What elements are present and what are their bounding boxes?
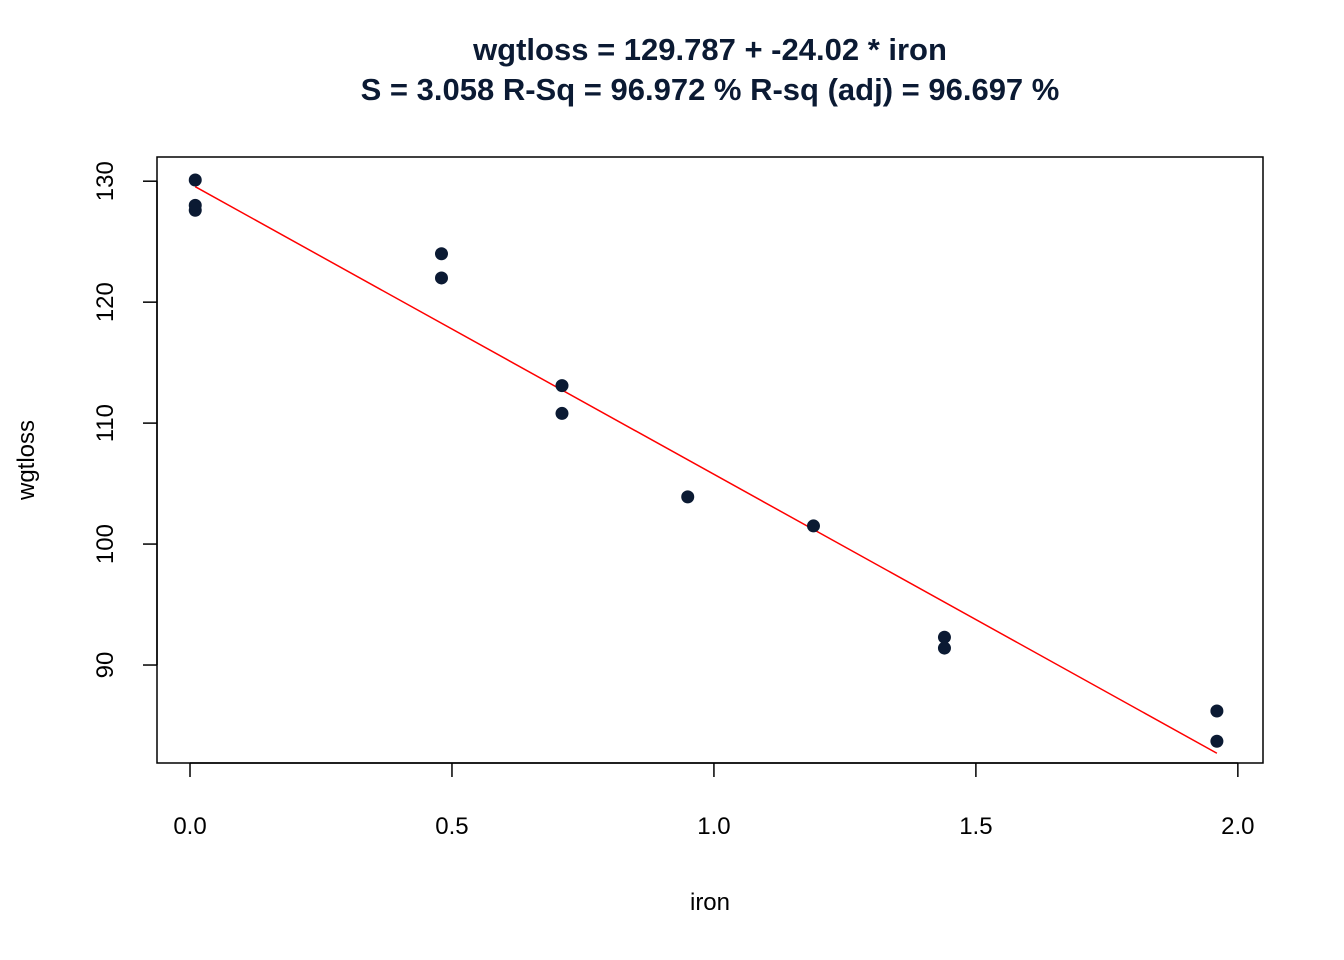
data-point xyxy=(1210,704,1224,718)
data-point xyxy=(937,630,951,644)
data-point xyxy=(806,519,820,533)
chart-title: wgtloss = 129.787 + -24.02 * iron xyxy=(472,32,947,67)
chart-subtitle: S = 3.058 R-Sq = 96.972 % R-sq (adj) = 9… xyxy=(361,72,1060,107)
y-tick-label: 100 xyxy=(92,524,119,564)
data-point xyxy=(434,271,448,285)
y-axis-label: wgtloss xyxy=(13,420,40,501)
x-tick-label: 0.0 xyxy=(173,813,206,840)
y-tick-label: 130 xyxy=(92,161,119,201)
x-tick-label: 1.5 xyxy=(959,813,992,840)
x-tick-label: 2.0 xyxy=(1221,813,1254,840)
x-axis: 0.0 0.5 1.0 1.5 2.0 xyxy=(173,762,1255,840)
plot-frame xyxy=(156,156,1264,764)
data-point xyxy=(1210,734,1224,748)
y-axis: 90 100 110 120 130 xyxy=(92,161,158,679)
data-point xyxy=(937,641,951,655)
y-tick-label: 90 xyxy=(92,652,119,679)
regression-line xyxy=(194,186,1218,754)
x-tick-label: 1.0 xyxy=(697,813,730,840)
data-point xyxy=(681,490,695,504)
y-tick-label: 120 xyxy=(92,282,119,322)
data-point xyxy=(188,173,202,187)
x-axis-label: iron xyxy=(690,889,730,916)
data-point xyxy=(188,198,202,212)
regression-line-group xyxy=(194,186,1218,754)
y-tick-label: 110 xyxy=(92,404,119,442)
data-point xyxy=(555,379,569,393)
data-point xyxy=(555,406,569,420)
points-group xyxy=(188,173,1224,748)
data-point xyxy=(434,247,448,261)
x-tick-label: 0.5 xyxy=(435,813,468,840)
